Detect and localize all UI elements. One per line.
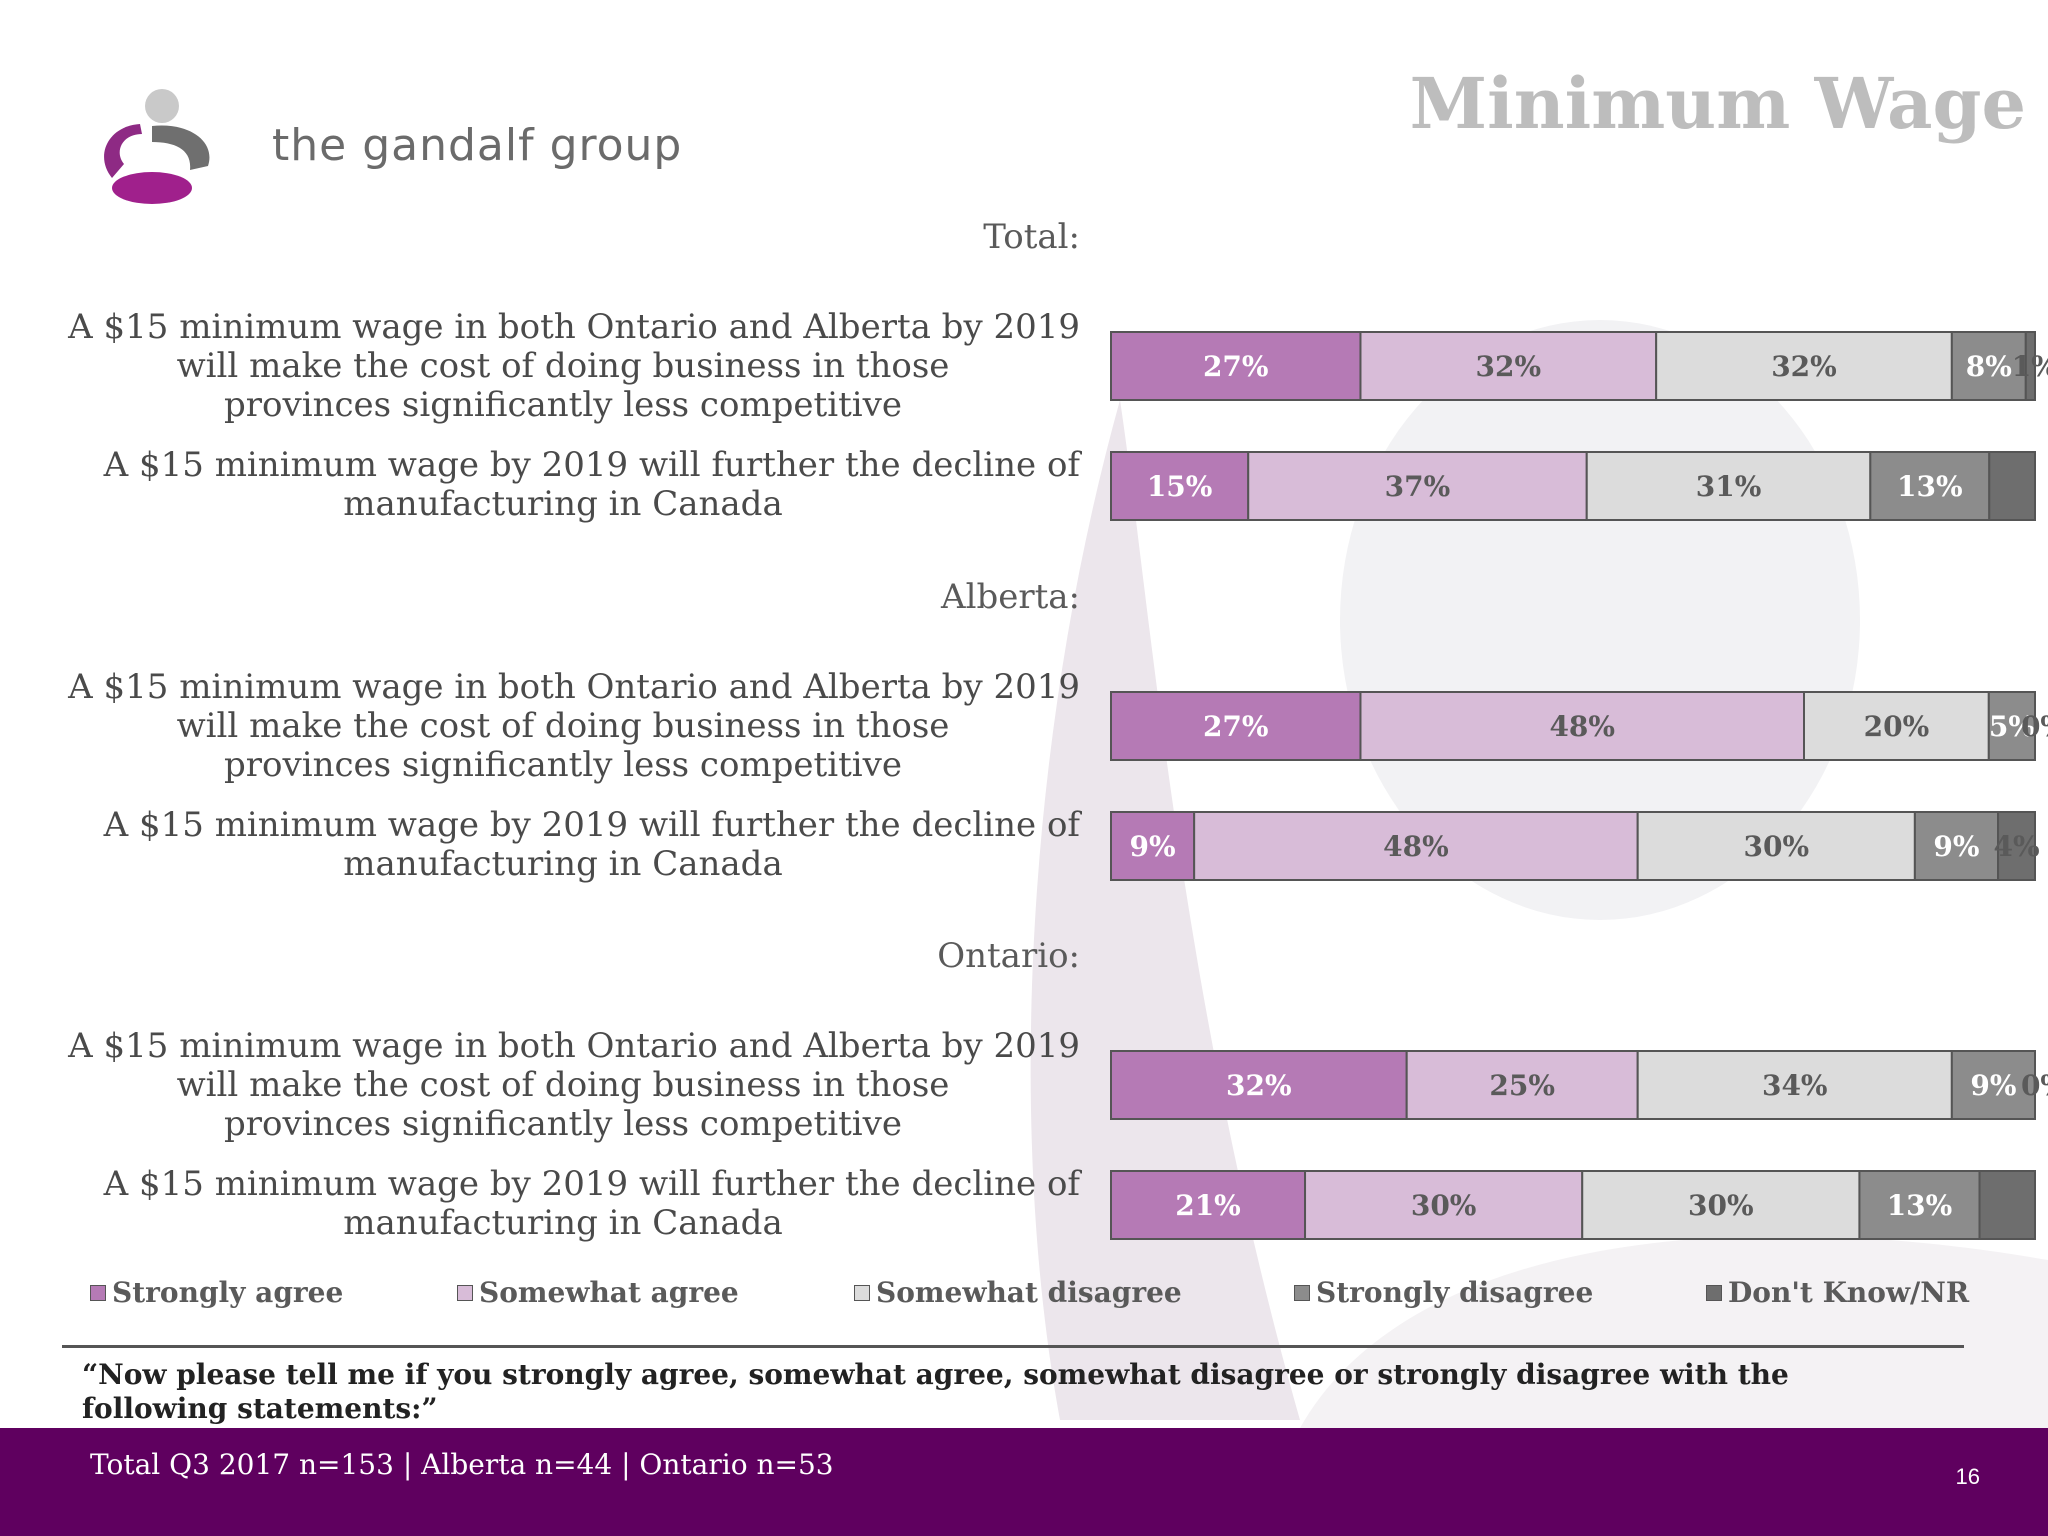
data-label: 0% — [2021, 1069, 2048, 1102]
brand-name: the gandalf group — [272, 120, 683, 171]
legend-item-dont-know: Don't Know/NR — [1706, 1276, 1969, 1309]
data-label: 25% — [1489, 1069, 1555, 1102]
row-label: A $15 minimum wage by 2019 will further … — [103, 445, 1083, 524]
group-label: Alberta: — [940, 577, 1080, 617]
data-label: 1% — [2012, 350, 2048, 383]
data-label: 30% — [1688, 1189, 1754, 1222]
row-label: A $15 minimum wage in both Ontario and A… — [67, 307, 1080, 425]
data-label: 30% — [1411, 1189, 1477, 1222]
data-label: 27% — [1203, 710, 1269, 743]
data-label: 32% — [1771, 350, 1837, 383]
bar-segment — [1636, 1050, 1953, 1120]
legend-label: Don't Know/NR — [1728, 1276, 1970, 1309]
legend-item-somewhat-agree: Somewhat agree — [457, 1276, 739, 1309]
group-label: Ontario: — [937, 936, 1080, 976]
data-label: 48% — [1383, 830, 1449, 863]
data-label: 31% — [1696, 470, 1762, 503]
bar-segment — [1997, 811, 2037, 881]
legend-swatch — [854, 1284, 870, 1301]
data-label: 34% — [1762, 1069, 1828, 1102]
legend-item-somewhat-disagree: Somewhat disagree — [854, 1276, 1182, 1309]
bar-segment — [1585, 451, 1872, 521]
bar-segment — [2024, 331, 2037, 401]
data-label: 9% — [1933, 830, 1979, 863]
bar-segment — [1636, 811, 1916, 881]
legend-label: Strongly disagree — [1316, 1276, 1594, 1309]
bar-segment — [1110, 1050, 1408, 1120]
bar-segment — [1405, 1050, 1639, 1120]
legend-label: Strongly agree — [112, 1276, 344, 1309]
data-label: 9% — [1130, 830, 1176, 863]
data-label: 32% — [1226, 1069, 1292, 1102]
bar-segment — [1987, 691, 2037, 761]
bar-segment — [1803, 691, 1990, 761]
data-label: 27% — [1203, 350, 1269, 383]
footer-bar: Total Q3 2017 n=153 | Alberta n=44 | Ont… — [0, 1428, 2048, 1536]
data-label: 21% — [1175, 1189, 1241, 1222]
bar-segment — [1110, 1170, 1307, 1240]
chart-legend: Strongly agree Somewhat agree Somewhat d… — [0, 1276, 2048, 1316]
legend-item-strongly-agree: Strongly agree — [90, 1276, 343, 1309]
data-label: 48% — [1549, 710, 1615, 743]
data-label: 9% — [1970, 1069, 2016, 1102]
data-label: 5% — [1989, 710, 2035, 743]
legend-swatch — [1706, 1284, 1722, 1301]
page-number: 16 — [1955, 1464, 1980, 1489]
data-label: 32% — [1476, 350, 1542, 383]
bar-segment — [1359, 691, 1805, 761]
legend-swatch — [457, 1284, 473, 1301]
bar-segment — [1978, 1170, 2037, 1240]
legend-label: Somewhat agree — [479, 1276, 739, 1309]
bar-segment — [1110, 811, 1196, 881]
bar-segment — [1988, 451, 2037, 521]
legend-swatch — [90, 1284, 106, 1301]
row-label: A $15 minimum wage in both Ontario and A… — [67, 667, 1080, 785]
bar-segment — [1950, 1050, 2036, 1120]
bar-segment — [1110, 691, 1362, 761]
data-label: 13% — [1887, 1189, 1953, 1222]
gandalf-logo — [104, 89, 210, 204]
sample-size-note: Total Q3 2017 n=153 | Alberta n=44 | Ont… — [90, 1448, 834, 1481]
data-label: 8% — [1966, 350, 2012, 383]
data-label: 37% — [1385, 470, 1451, 503]
data-label: 30% — [1743, 830, 1809, 863]
bar-segment — [1581, 1170, 1861, 1240]
row-label: A $15 minimum wage by 2019 will further … — [103, 805, 1083, 884]
row-label: A $15 minimum wage in both Ontario and A… — [67, 1026, 1080, 1144]
divider-line — [62, 1345, 1964, 1348]
legend-swatch — [1294, 1284, 1310, 1301]
page-title: Minimum Wage — [1409, 62, 2026, 145]
data-label: 15% — [1147, 470, 1213, 503]
bar-segment — [1247, 451, 1588, 521]
survey-question: “Now please tell me if you strongly agre… — [82, 1358, 1789, 1425]
data-label: 4% — [1993, 830, 2039, 863]
bar-segment — [1110, 331, 1362, 401]
data-label: 20% — [1864, 710, 1930, 743]
row-label: A $15 minimum wage by 2019 will further … — [103, 1164, 1083, 1243]
group-label: Total: — [983, 217, 1080, 257]
legend-label: Somewhat disagree — [876, 1276, 1182, 1309]
bar-segment — [1193, 811, 1639, 881]
bar-segment — [1655, 331, 1953, 401]
data-label: 0% — [2021, 710, 2048, 743]
bar-segment — [1110, 451, 1250, 521]
legend-item-strongly-disagree: Strongly disagree — [1294, 1276, 1593, 1309]
data-label: 13% — [1897, 470, 1963, 503]
